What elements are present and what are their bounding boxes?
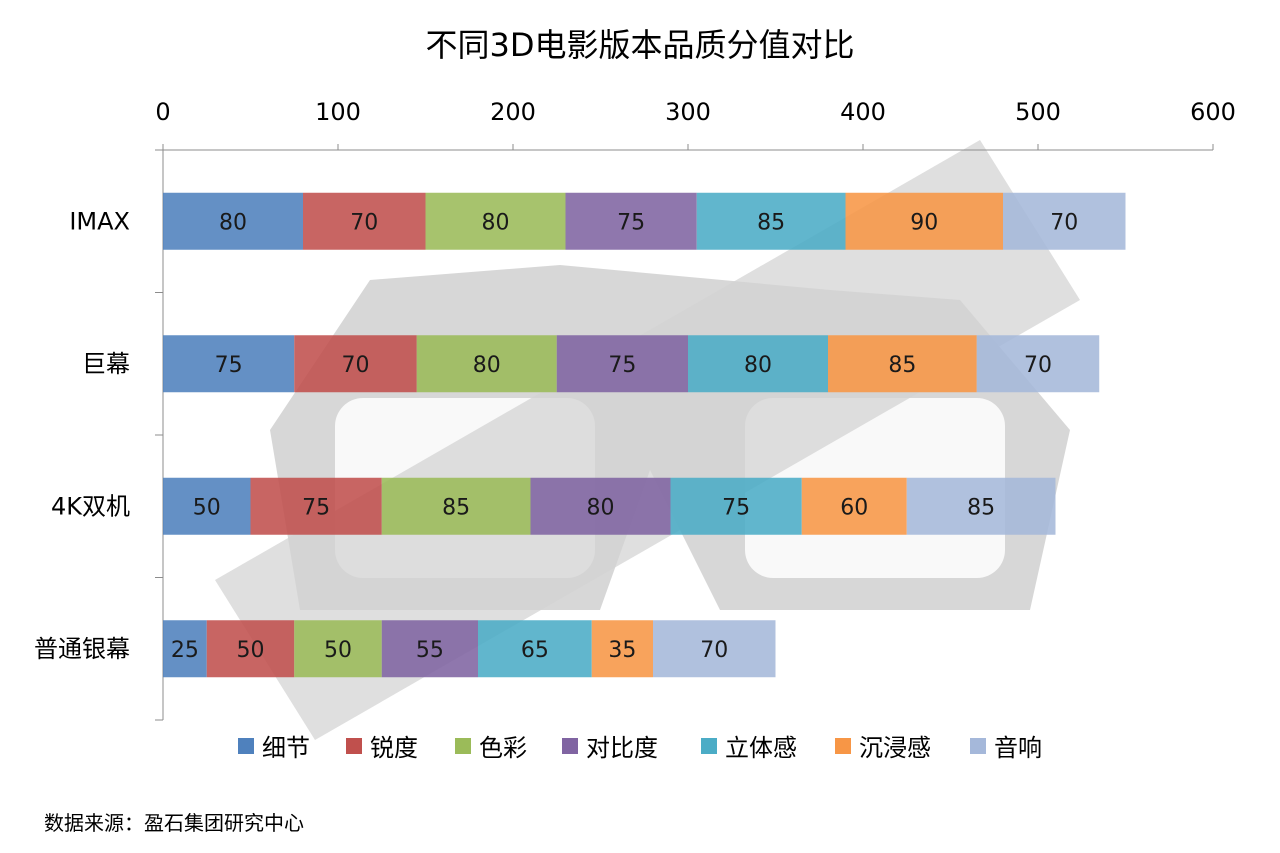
bar-segment — [530, 477, 671, 535]
bar-segment — [381, 620, 478, 678]
legend-swatch — [455, 738, 471, 754]
legend-swatch — [238, 738, 254, 754]
legend-item: 立体感 — [701, 734, 797, 762]
bar-segment — [591, 620, 653, 678]
bar-segment — [294, 620, 382, 678]
bar-value-label: 80 — [482, 210, 510, 235]
x-tick-label: 100 — [315, 98, 361, 126]
bar-segment — [206, 620, 295, 678]
x-tick-label: 600 — [1190, 98, 1236, 126]
bar-segment — [801, 477, 907, 535]
bar-segment — [828, 335, 977, 393]
bar-value-label: 70 — [700, 638, 728, 663]
category-label: IMAX — [69, 207, 130, 235]
bar-value-label: 85 — [757, 210, 785, 235]
legend-label: 细节 — [262, 734, 310, 762]
bar-value-label: 25 — [171, 638, 199, 663]
bar-segment — [163, 477, 251, 535]
bar-value-label: 50 — [237, 638, 265, 663]
bar-value-label: 85 — [888, 353, 916, 378]
bar-segment — [1003, 192, 1126, 250]
legend-label: 音响 — [994, 734, 1042, 762]
bar-value-label: 75 — [215, 353, 243, 378]
legend-item: 对比度 — [562, 734, 658, 762]
bar-value-label: 70 — [342, 353, 370, 378]
legend-swatch — [835, 738, 851, 754]
category-label: 巨幕 — [82, 350, 130, 378]
legend-label: 色彩 — [479, 734, 527, 762]
bar-segment — [425, 192, 566, 250]
bar-segment — [696, 192, 846, 250]
source-note: 数据来源：盈石集团研究中心 — [44, 811, 304, 835]
bar-value-label: 85 — [442, 495, 470, 520]
bar-segment — [976, 335, 1100, 393]
legend-item: 音响 — [970, 734, 1042, 762]
bar-value-label: 90 — [910, 210, 938, 235]
bar-segment — [565, 192, 697, 250]
legend-swatch — [346, 738, 362, 754]
bar-value-label: 80 — [587, 495, 615, 520]
legend-item: 色彩 — [455, 734, 527, 762]
bar-value-label: 35 — [608, 638, 636, 663]
x-tick-label: 200 — [490, 98, 536, 126]
y-axis — [155, 149, 164, 721]
x-tick-label: 400 — [840, 98, 886, 126]
legend: 细节 锐度 色彩 对比度 立体感 沉浸感 音响 — [238, 734, 1042, 762]
x-axis: 0 100 200 300 400 500 600 — [155, 98, 1236, 151]
bar-value-label: 75 — [608, 353, 636, 378]
bar-value-label: 50 — [324, 638, 352, 663]
bar-segment — [163, 620, 207, 678]
legend-swatch — [701, 738, 717, 754]
bar-value-label: 70 — [350, 210, 378, 235]
bar-series-group: 80 70 80 75 85 90 70 75 70 80 75 80 85 70 50 75 85 80 75 60… — [163, 192, 1126, 678]
legend-item: 锐度 — [346, 734, 418, 762]
bar-segment — [381, 477, 531, 535]
watermark-diagonal-band — [215, 140, 1080, 740]
x-tick-label: 0 — [155, 98, 170, 126]
bar-segment — [688, 335, 828, 393]
bar-value-label: 70 — [1050, 210, 1078, 235]
bar-segment — [556, 335, 688, 393]
legend-label: 立体感 — [725, 734, 797, 762]
bar-segment — [163, 335, 295, 393]
legend-label: 对比度 — [586, 734, 658, 762]
legend-item: 细节 — [238, 734, 310, 762]
bar-value-label: 75 — [722, 495, 750, 520]
bar-value-label: 80 — [744, 353, 772, 378]
x-tick-label: 500 — [1015, 98, 1061, 126]
bar-value-label: 85 — [967, 495, 995, 520]
bar-value-label: 60 — [840, 495, 868, 520]
bar-value-label: 75 — [302, 495, 330, 520]
legend-label: 锐度 — [370, 734, 418, 762]
legend-swatch — [562, 738, 578, 754]
bar-value-label: 75 — [617, 210, 645, 235]
bar-segment — [653, 620, 776, 678]
bar-segment — [670, 477, 802, 535]
bar-segment — [303, 192, 426, 250]
category-label: 4K双机 — [51, 492, 130, 520]
bar-segment — [294, 335, 417, 393]
bar-value-label: 80 — [219, 210, 247, 235]
bar-value-label: 55 — [416, 638, 444, 663]
bar-segment — [416, 335, 557, 393]
bar-value-label: 65 — [521, 638, 549, 663]
legend-label: 沉浸感 — [859, 734, 931, 762]
bar-value-label: 70 — [1024, 353, 1052, 378]
legend-swatch — [970, 738, 986, 754]
chart-title: 不同3D电影版本品质分值对比 — [425, 26, 854, 64]
bar-segment — [163, 192, 303, 250]
bar-segment — [845, 192, 1003, 250]
legend-item: 沉浸感 — [835, 734, 931, 762]
x-tick-label: 300 — [665, 98, 711, 126]
bar-value-label: 50 — [193, 495, 221, 520]
bar-segment — [478, 620, 592, 678]
bar-segment — [906, 477, 1056, 535]
bar-value-label: 80 — [473, 353, 501, 378]
category-label: 普通银幕 — [34, 635, 130, 663]
bar-segment — [250, 477, 382, 535]
